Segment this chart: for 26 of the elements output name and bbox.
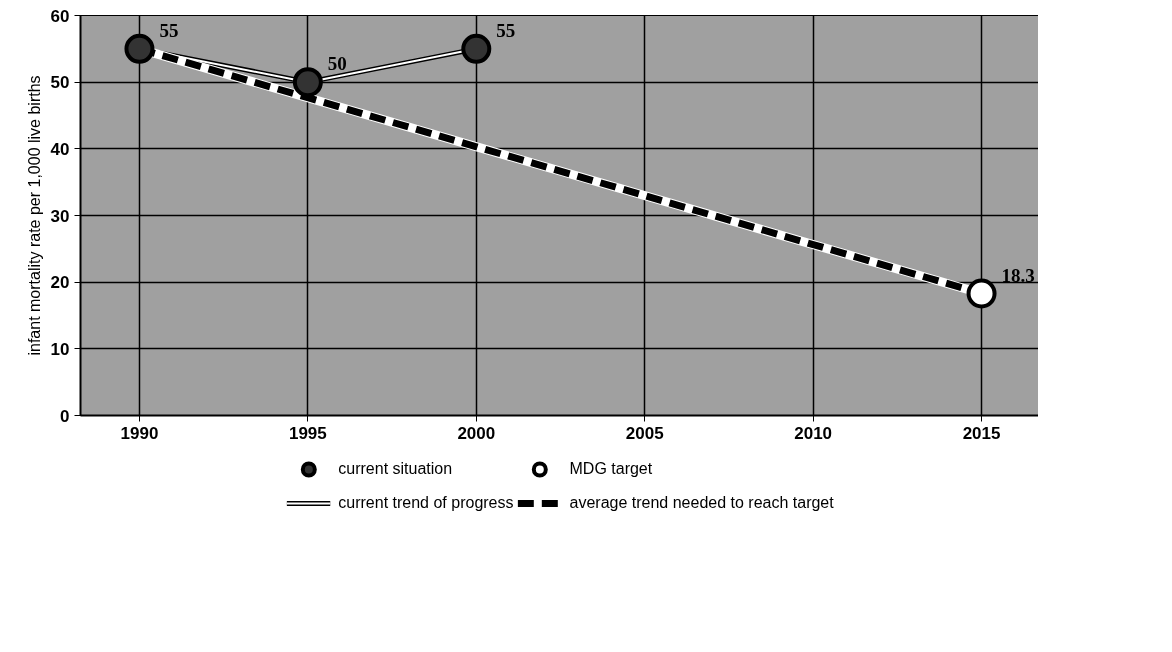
legend-label: MDG target [569,460,653,478]
legend-label: current situation [338,460,453,478]
x-tick-label: 2005 [625,423,664,443]
point [124,33,155,64]
x-tick-label: 2015 [962,423,1001,443]
data-label: 55 [159,19,179,41]
point [966,278,997,309]
x-tick-label: 1990 [120,423,159,443]
legend-label: current trend of progress [338,494,514,512]
y-tick-label: 30 [50,206,70,226]
y-tick-label: 20 [50,273,70,293]
legend-label: average trend needed to reach target [569,494,834,512]
y-tick-label: 10 [50,339,70,359]
point [292,67,323,98]
y-tick-label: 60 [50,6,70,26]
x-tick-label: 2010 [794,423,833,443]
x-tick-label: 1995 [288,423,327,443]
point [461,33,492,64]
y-axis-title: infant mortality rate per 1,000 live births [25,75,43,356]
x-tick-label: 2000 [457,423,496,443]
y-tick-label: 0 [60,406,70,426]
y-tick-label: 50 [50,73,70,93]
data-label: 50 [327,53,347,75]
data-label: 18.3 [1001,264,1035,286]
data-label: 55 [496,19,516,41]
y-tick-label: 40 [50,139,70,159]
